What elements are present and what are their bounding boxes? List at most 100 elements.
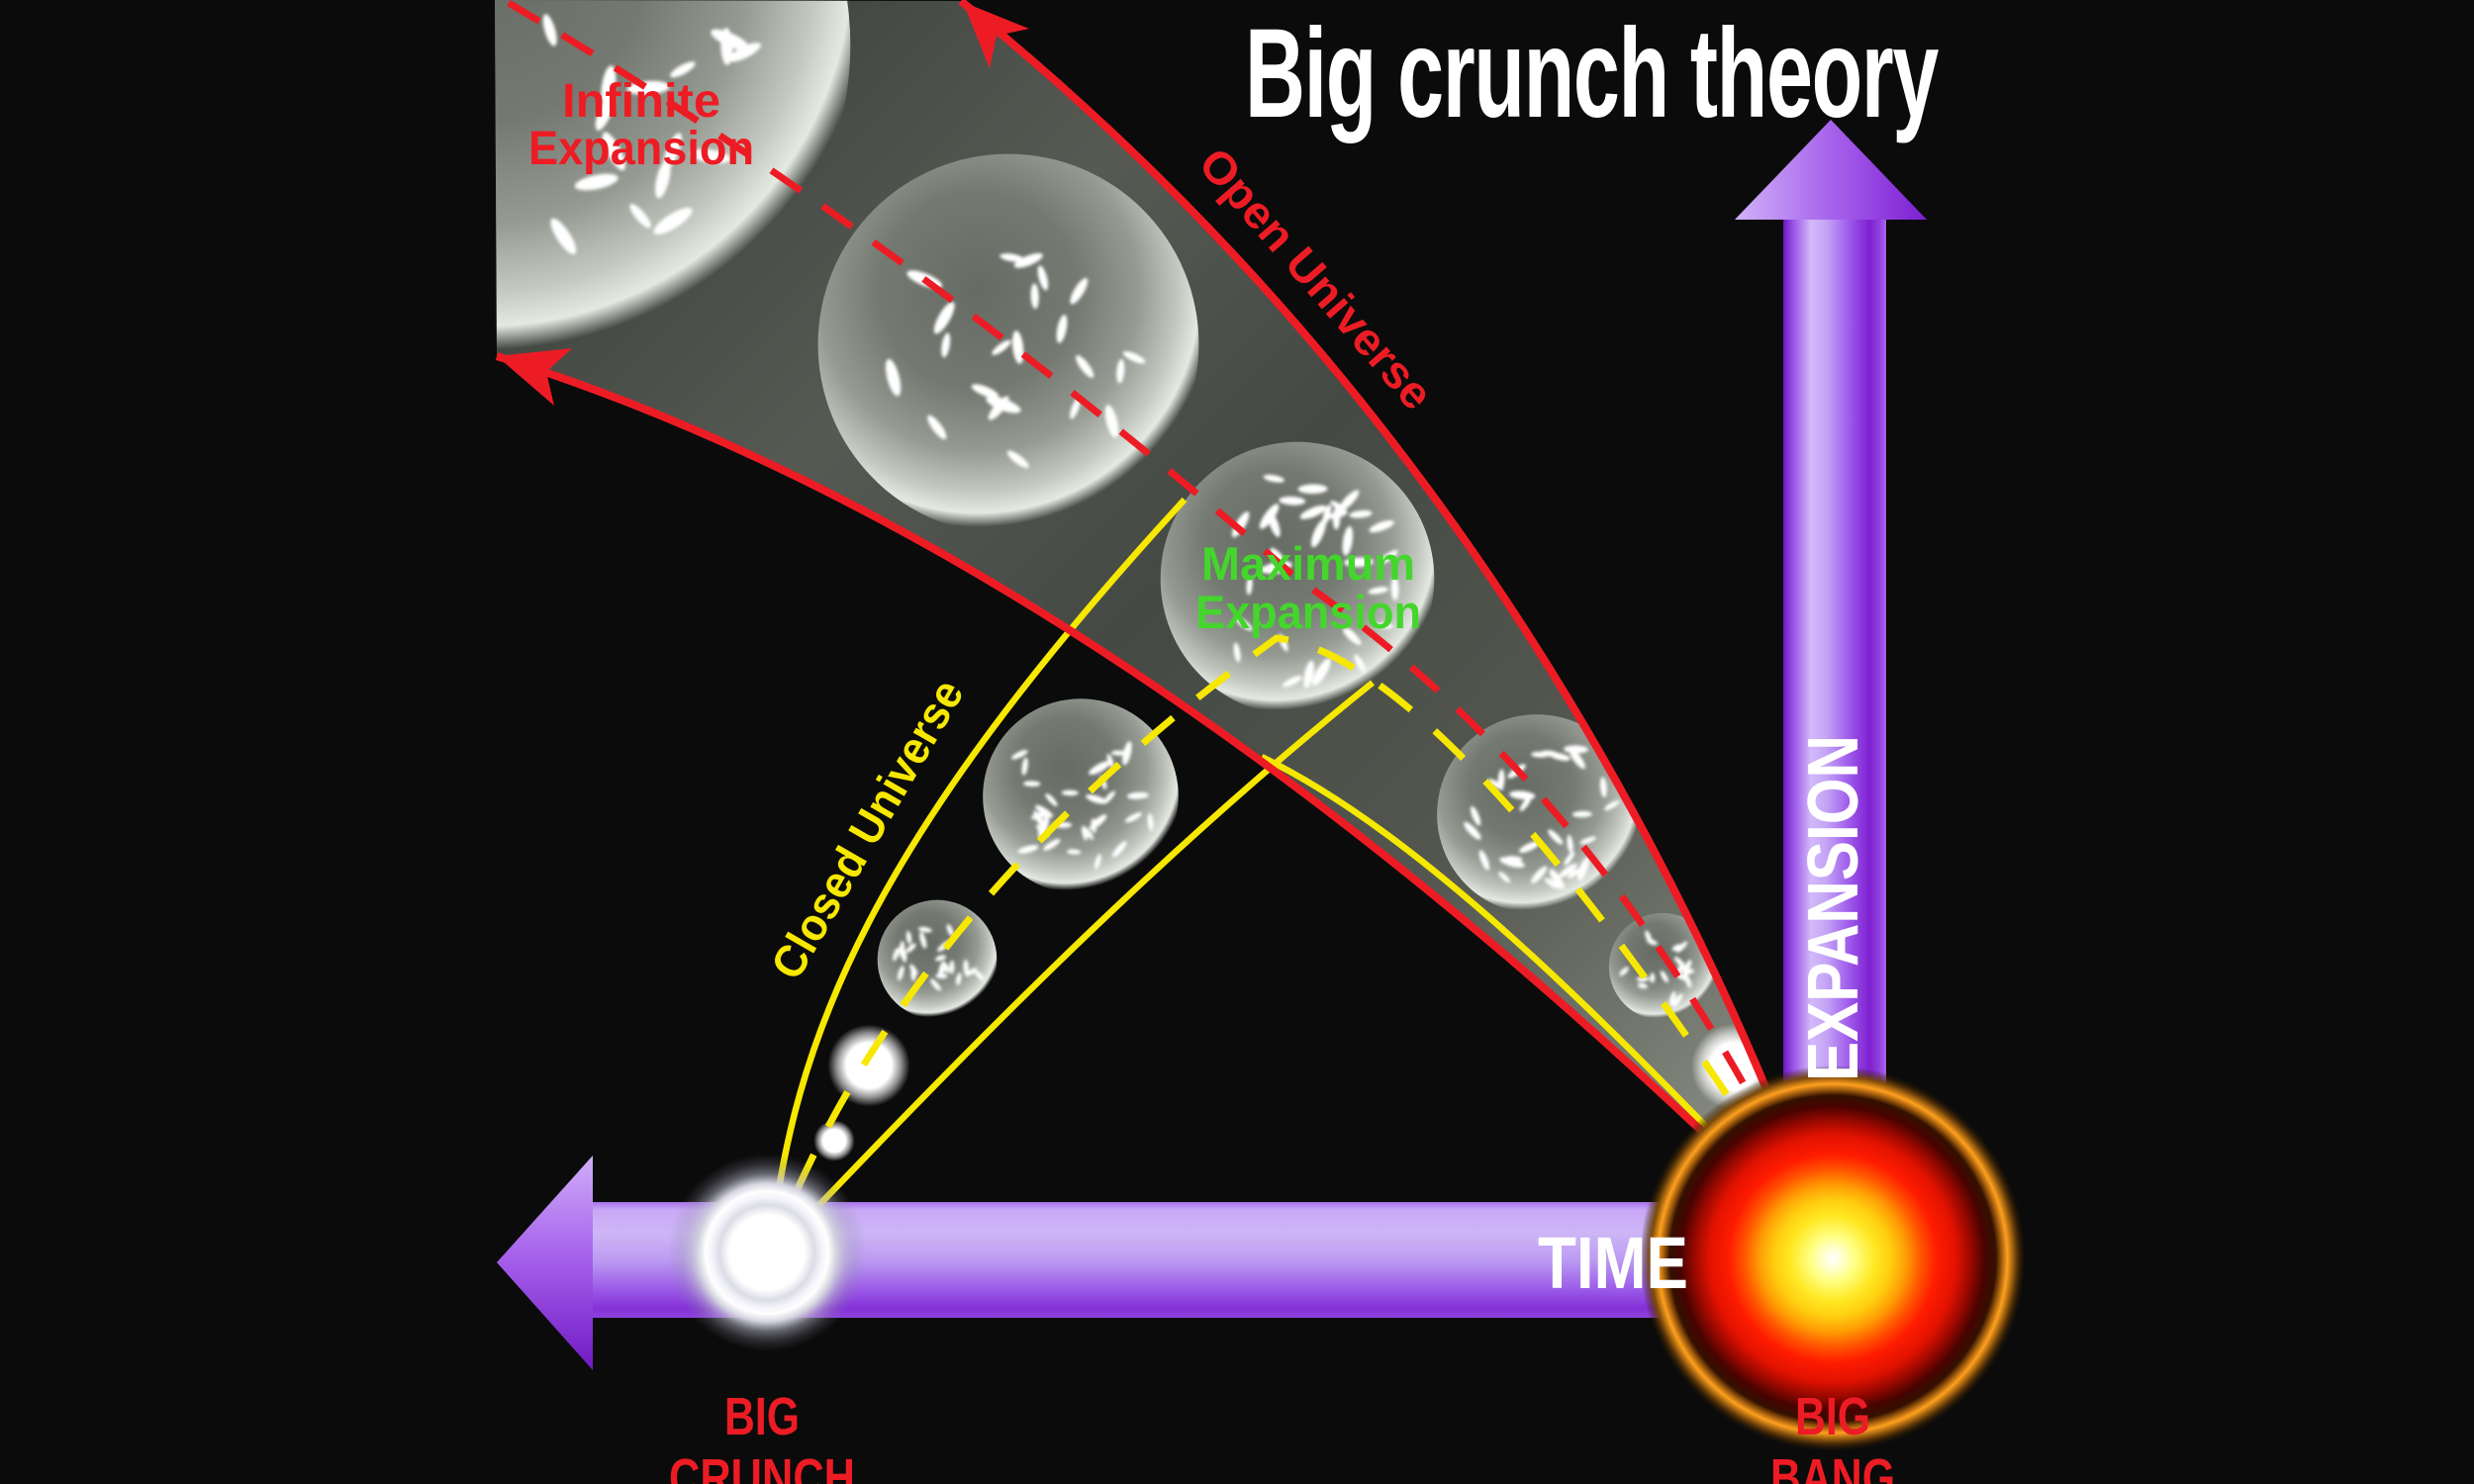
star-speck xyxy=(1650,973,1656,983)
star-speck xyxy=(1017,845,1039,854)
star-speck xyxy=(965,968,978,977)
galaxy-stars xyxy=(885,252,1146,468)
star-speck xyxy=(1645,930,1653,943)
star-speck xyxy=(905,930,912,945)
expansion-axis-label: EXPANSION xyxy=(1794,735,1873,1081)
galaxy-sphere xyxy=(495,0,851,363)
star-speck xyxy=(574,173,618,191)
star-speck xyxy=(1037,265,1049,291)
star-speck xyxy=(1056,315,1068,343)
star-speck xyxy=(1279,496,1306,506)
star-speck xyxy=(885,358,902,397)
galaxy-stars xyxy=(1011,741,1154,870)
star-speck xyxy=(1112,841,1127,858)
star-speck xyxy=(1067,849,1082,855)
open-universe-arrowhead-left xyxy=(497,348,572,406)
star-speck xyxy=(971,384,999,399)
star-speck xyxy=(1379,550,1398,565)
star-speck xyxy=(1550,752,1570,761)
star-speck xyxy=(933,302,955,334)
star-speck xyxy=(1110,750,1126,756)
star-speck xyxy=(728,43,761,62)
event-spheres xyxy=(668,1066,2026,1451)
star-speck xyxy=(988,396,1009,420)
star-speck xyxy=(930,978,941,991)
star-speck xyxy=(1342,627,1362,645)
star-speck xyxy=(1233,642,1241,663)
star-speck xyxy=(1061,789,1079,796)
star-speck xyxy=(1234,616,1253,631)
closed-universe-galaxies xyxy=(813,698,1179,1161)
proto-galaxy-blob xyxy=(813,1120,855,1161)
star-speck xyxy=(1599,777,1607,798)
star-speck xyxy=(946,924,954,937)
star-speck xyxy=(1332,506,1341,530)
star-speck xyxy=(1303,660,1314,689)
star-speck xyxy=(1464,821,1481,840)
star-speck xyxy=(1568,868,1581,879)
star-speck xyxy=(1330,501,1347,512)
star-speck xyxy=(1636,976,1650,982)
star-speck xyxy=(1299,505,1327,519)
star-speck xyxy=(1297,484,1328,495)
open-universe-arrowhead-top xyxy=(963,2,1029,68)
galaxy xyxy=(817,153,1199,535)
galaxy-stars xyxy=(542,14,761,255)
star-speck xyxy=(1094,854,1101,870)
star-speck xyxy=(1246,576,1253,596)
star-speck xyxy=(1564,851,1575,866)
star-speck xyxy=(1478,850,1490,871)
star-speck xyxy=(1076,355,1094,378)
star-speck xyxy=(1579,836,1596,845)
star-speck xyxy=(1106,753,1114,769)
star-speck xyxy=(955,973,962,986)
star-speck xyxy=(902,949,907,963)
star-speck xyxy=(1070,277,1089,305)
star-speck xyxy=(653,207,693,235)
galaxy xyxy=(983,698,1179,894)
star-speck xyxy=(941,332,951,358)
star-speck xyxy=(1548,829,1564,845)
star-speck xyxy=(949,960,955,974)
big-crunch-label-line2: CRUNCH xyxy=(669,1448,855,1484)
star-speck xyxy=(1559,863,1577,879)
star-speck xyxy=(1519,795,1532,811)
star-speck xyxy=(601,65,617,108)
star-speck xyxy=(1349,510,1373,518)
star-speck xyxy=(1011,330,1024,364)
star-speck xyxy=(919,931,927,949)
time-axis-label: TIME xyxy=(1538,1222,1688,1304)
star-speck xyxy=(1342,525,1354,556)
star-speck xyxy=(1116,358,1125,384)
star-speck xyxy=(1571,810,1592,818)
star-speck xyxy=(1045,792,1058,807)
star-speck xyxy=(1567,835,1573,854)
star-speck xyxy=(1368,587,1389,595)
big-crunch-label-line1: BIG xyxy=(724,1387,800,1446)
star-speck xyxy=(1619,967,1629,976)
open-universe-curve-upper xyxy=(958,0,1837,1260)
page-title: Big crunch theory xyxy=(1245,3,1939,144)
closed-universe-worldline-dashed xyxy=(766,634,1836,1260)
star-speck xyxy=(1549,869,1565,889)
big-crunch-sphere xyxy=(668,1154,866,1351)
star-speck xyxy=(690,148,731,163)
star-speck xyxy=(1676,974,1688,981)
time-arrow-head xyxy=(497,1156,593,1370)
star-speck xyxy=(1263,474,1285,483)
worldline-dashed-curves xyxy=(507,0,1837,1260)
star-speck xyxy=(1338,490,1360,511)
star-speck xyxy=(1577,857,1590,881)
big-bang-label-line1: BIG xyxy=(1795,1387,1870,1446)
star-speck xyxy=(1086,794,1107,804)
star-speck xyxy=(1147,813,1154,831)
star-speck xyxy=(999,253,1024,262)
star-speck xyxy=(1671,944,1682,952)
star-speck xyxy=(663,133,683,170)
star-speck xyxy=(1354,654,1366,673)
star-speck xyxy=(1282,676,1302,688)
star-speck xyxy=(1006,450,1029,468)
open-universe-curve-lower xyxy=(495,352,1836,1261)
